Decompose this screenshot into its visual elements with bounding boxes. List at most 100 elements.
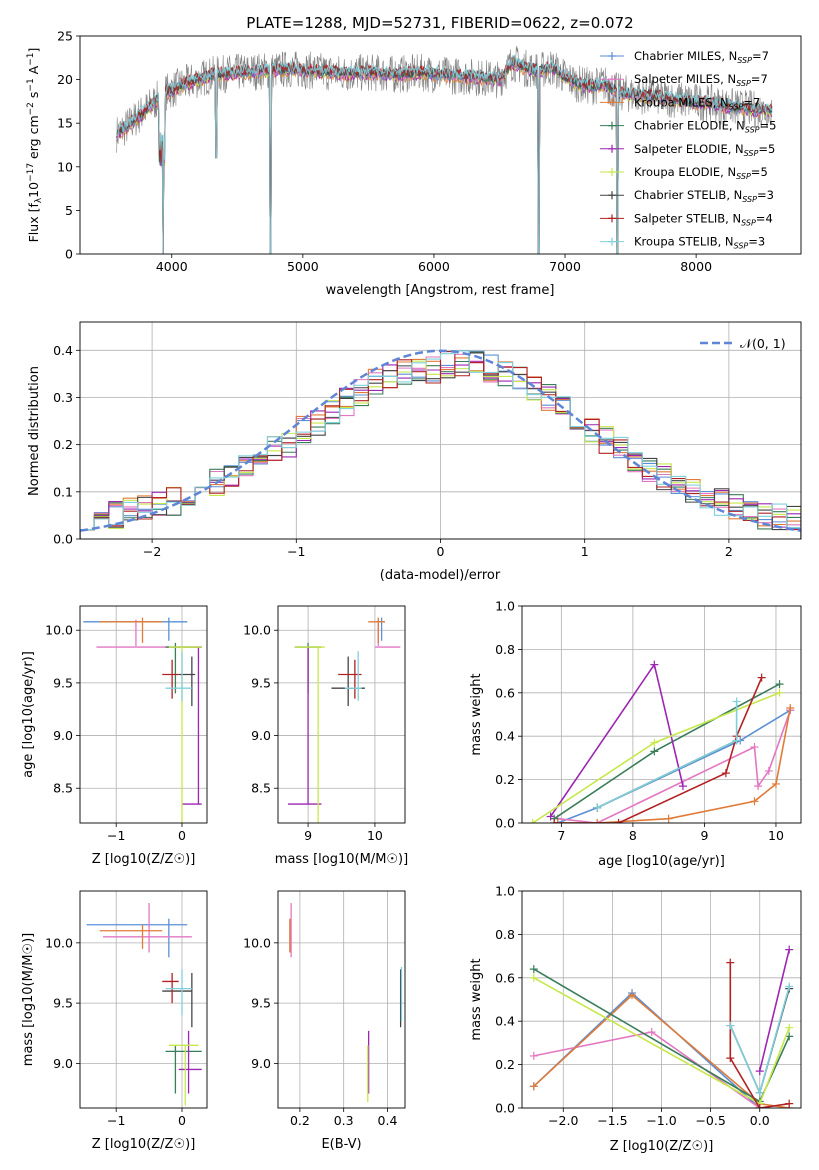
data-point <box>608 75 616 84</box>
age-vs-Z-panel: −1 0 8.5 9.0 9.5 10.0 Z [log10(Z/Z☉)] age [log1… <box>21 605 208 867</box>
data-point <box>664 814 673 823</box>
y-tick-label: 0.0 <box>495 1101 515 1116</box>
spectrum-ylabel: Flux [fλ10−17 erg cm−2 s−1 A−1] <box>26 48 44 243</box>
x-tick-label: 5000 <box>287 259 319 274</box>
y-tick-label: 0.2 <box>495 1057 515 1072</box>
axes-frame <box>79 605 208 824</box>
x-tick-label: 7 <box>557 828 565 843</box>
x-tick-label: 6000 <box>418 259 450 274</box>
data-point <box>726 958 735 967</box>
gaussian-curve <box>80 349 801 532</box>
series-line <box>533 991 761 1108</box>
y-tick-label: 10.0 <box>243 623 271 638</box>
series-line <box>758 949 790 1072</box>
data-point <box>785 1023 794 1032</box>
plot-area <box>83 617 202 823</box>
x-tick-label: −2 <box>143 544 161 559</box>
y-tick-label: 10.0 <box>45 935 73 950</box>
data-point <box>755 1067 764 1076</box>
y-axis-label: mass weight <box>469 673 484 755</box>
legend-label: Chabrier ELODIE, NSSP=5 <box>634 119 776 135</box>
y-tick-label: 0.0 <box>495 816 515 831</box>
data-point <box>755 1088 764 1097</box>
plot-area <box>80 349 801 539</box>
age-vs-mass-panel: 9 10 8.5 9.0 9.5 10.0 mass [log10(M/M☉)] <box>243 605 408 867</box>
y-tick-label: 1.0 <box>495 884 515 899</box>
y-tick-label: 1.0 <box>495 599 515 614</box>
data-point <box>608 98 616 107</box>
y-tick-label: 0.8 <box>495 642 515 657</box>
x-tick-label: −1 <box>107 828 125 843</box>
legend-label: Chabrier STELIB, NSSP=3 <box>634 188 774 204</box>
y-tick-label: 0.4 <box>495 729 515 744</box>
data-point <box>529 1051 538 1060</box>
data-point <box>614 819 623 823</box>
x-tick-label: 0.2 <box>290 1113 310 1128</box>
y-tick-label: 0.2 <box>53 437 73 452</box>
y-tick-label: 8.5 <box>53 781 73 796</box>
x-axis-label: mass [log10(M/M☉)] <box>275 852 408 867</box>
series-line <box>533 1031 761 1108</box>
data-point <box>593 819 602 823</box>
weight-vs-age-panel: 7 8 9 10 0.0 0.2 0.4 0.6 0.8 1.0 age [log10(age/yr… <box>469 599 802 869</box>
series-line <box>729 962 790 1108</box>
y-axis-label: mass [log10(M/M☉)] <box>21 933 36 1066</box>
data-point <box>785 1099 794 1108</box>
y-tick-label: 9.5 <box>53 675 73 690</box>
data-point <box>608 214 616 223</box>
data-point <box>775 688 784 697</box>
y-tick-label: 0 <box>65 247 73 262</box>
data-point <box>757 673 766 682</box>
x-tick-label: 0 <box>178 1113 186 1128</box>
y-tick-label: 5 <box>65 203 73 218</box>
plot-area <box>86 903 202 1106</box>
spectrum-panel: 4000 5000 6000 7000 8000 0 5 10 15 20 25 Flux [fλ10… <box>26 29 802 274</box>
y-tick-label: 8.5 <box>251 781 271 796</box>
x-axis-label: Z [log10(Z/Z☉)] <box>92 1137 196 1152</box>
y-tick-label: 0.4 <box>495 1014 515 1029</box>
x-tick-label: −1 <box>287 544 305 559</box>
data-point <box>726 1021 735 1030</box>
data-point <box>608 168 616 176</box>
axes-frame <box>277 605 406 824</box>
series-line <box>549 662 684 817</box>
legend-label: Salpeter ELODIE, NSSP=5 <box>634 142 775 158</box>
y-tick-label: 9.5 <box>251 996 271 1011</box>
plot-area <box>528 660 795 823</box>
y-tick-label: 15 <box>57 116 73 131</box>
data-point <box>529 973 538 982</box>
data-point <box>550 819 559 823</box>
spectrum-title: PLATE=1288, MJD=52731, FIBERID=0622, z=0… <box>246 14 633 32</box>
plot-area <box>288 617 401 823</box>
x-tick-label: 9 <box>700 828 708 843</box>
y-axis-label: mass weight <box>469 958 484 1040</box>
y-tick-label: 9.0 <box>53 1056 73 1071</box>
y-tick-label: 10.0 <box>243 935 271 950</box>
y-tick-label: 0.3 <box>53 390 73 405</box>
axes-frame <box>521 890 802 1109</box>
data-point <box>647 1028 656 1037</box>
model-spectrum <box>116 54 773 254</box>
y-tick-label: 9.0 <box>251 1056 271 1071</box>
y-tick-label: 0.1 <box>53 484 73 499</box>
series-line <box>557 707 792 823</box>
weight-vs-Z-panel: −2.0 −1.5 −1.0 −0.5 0.0 0.0 0.2 0.4 0.6 0.8 1.0 Z [… <box>469 884 802 1154</box>
x-tick-label: 1 <box>581 544 589 559</box>
plot-area <box>116 45 773 254</box>
data-point <box>628 991 637 1000</box>
legend-label: 𝒩(0, 1) <box>740 336 786 351</box>
y-tick-label: 9.0 <box>53 728 73 743</box>
data-point <box>546 812 555 821</box>
axes-frame <box>521 605 802 824</box>
axes-frame <box>79 321 802 540</box>
y-tick-label: 9.5 <box>251 675 271 690</box>
histogram-panel: −2 −1 0 1 2 0.0 0.1 0.2 0.3 0.4 𝒩(0, 1) <box>53 321 802 559</box>
legend-label: Kroupa MILES, NSSP=7 <box>634 95 760 111</box>
x-axis-label: Z [log10(Z/Z☉)] <box>92 852 196 867</box>
data-point <box>785 945 794 954</box>
y-tick-label: 9.0 <box>251 728 271 743</box>
data-point <box>785 982 794 991</box>
data-point <box>608 237 616 246</box>
data-point <box>754 782 763 791</box>
x-axis-label: age [log10(age/yr)] <box>598 854 725 869</box>
